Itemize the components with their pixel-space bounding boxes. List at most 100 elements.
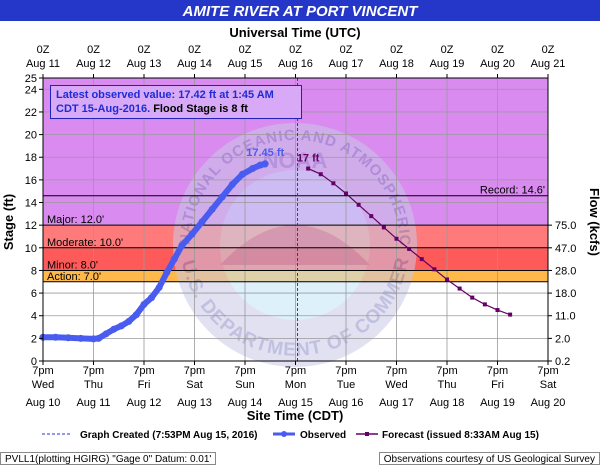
forecast-point [394, 236, 399, 241]
bottom-tick-day: Sun [235, 379, 255, 391]
observed-point [163, 269, 171, 277]
observed-point [132, 311, 140, 319]
forecast-point [482, 302, 487, 307]
forecast-point [318, 172, 323, 177]
top-tick-time: 0Z [340, 44, 353, 56]
top-tick-time: 0Z [390, 44, 403, 56]
footer-datum: PVLL1(plotting HGIRG) "Gage 0" Datum: 0.… [0, 452, 217, 465]
top-tick-time: 0Z [441, 44, 454, 56]
bottom-tick-day: Tue [337, 379, 356, 391]
observed-point [140, 300, 148, 308]
forecast-point [470, 295, 475, 300]
right-tick-label: 2.0 [555, 333, 570, 345]
footer-credit: Observations courtesy of US Geological S… [378, 452, 600, 465]
observed-point [188, 230, 196, 238]
y-tick-label: 20 [25, 130, 37, 142]
observed-point [90, 335, 97, 343]
bottom-axis-title: Site Time (CDT) [247, 408, 344, 423]
category-label-minor: Minor: 8.0' [47, 259, 98, 271]
bottom-tick-day: Wed [32, 379, 54, 391]
observed-point [110, 325, 118, 333]
y-tick-label: 22 [25, 107, 37, 119]
bottom-tick-date: Aug 18 [430, 397, 465, 409]
top-tick-date: Aug 11 [26, 58, 60, 70]
bottom-tick-day: Fri [138, 379, 151, 391]
top-tick-date: Aug 20 [480, 58, 515, 70]
forecast-point [495, 308, 500, 313]
forecast-point [432, 267, 437, 272]
bottom-tick-time: 7pm [32, 365, 53, 377]
observed-point [95, 334, 103, 342]
y-tick-label: 6 [31, 288, 37, 300]
category-label-record: Record: 14.6' [480, 185, 545, 197]
forecast-point [407, 246, 412, 251]
bottom-tick-date: Aug 15 [278, 397, 313, 409]
flood-category-lines: Record: 14.6' Major: 12.0' Moderate: 10.0'… [43, 78, 548, 361]
bottom-tick-date: Aug 11 [76, 397, 110, 409]
observed-point [208, 205, 216, 213]
y-tick-label: 8 [31, 265, 37, 277]
series: 17.45 ft 17 ft [39, 147, 513, 343]
observed-point [52, 333, 60, 341]
bottom-tick-day: Wed [385, 379, 407, 391]
top-tick-time: 0Z [87, 44, 100, 56]
y-tick-label: 14 [25, 198, 37, 210]
y-tick-label: 24 [25, 84, 37, 96]
observed-point [178, 242, 186, 250]
observed-point [77, 334, 85, 342]
right-tick-label: 75.0 [555, 220, 576, 232]
bottom-tick-day: Sat [186, 379, 203, 391]
chart-title: AMITE RIVER AT PORT VINCENT [182, 3, 420, 20]
title-bar [0, 0, 600, 21]
observed-point [170, 255, 178, 263]
bottom-tick-date: Aug 12 [127, 397, 162, 409]
bottom-tick-time: 7pm [83, 365, 104, 377]
y-tick-label: 2 [31, 333, 37, 345]
bottom-tick-time: 7pm [335, 365, 356, 377]
bottom-tick-date: Aug 17 [379, 397, 414, 409]
top-axis-title: Universal Time (UTC) [229, 25, 360, 40]
category-label-major: Major: 12.0' [47, 214, 104, 226]
top-tick-date: Aug 15 [228, 58, 263, 70]
legend-observed-marker [281, 431, 287, 437]
observed-peak-label: 17.45 ft [246, 147, 284, 159]
observed-point [64, 334, 72, 342]
bottom-tick-time: 7pm [487, 365, 508, 377]
right-tick-label: 47.0 [555, 243, 576, 255]
observed-point [249, 165, 257, 173]
forecast-point [419, 257, 424, 262]
top-tick-time: 0Z [138, 44, 151, 56]
bottom-tick-time: 7pm [133, 365, 154, 377]
observed-point [125, 317, 133, 325]
legend-forecast: Forecast (issued 8:33AM Aug 15) [382, 430, 539, 441]
bottom-tick-time: 7pm [436, 365, 457, 377]
observed-point [198, 218, 206, 226]
forecast-point [306, 166, 311, 171]
bottom-tick-time: 7pm [234, 365, 255, 377]
y-tick-label: 25 [25, 73, 37, 85]
observed-point [155, 283, 163, 291]
latest-observation-line1: Latest observed value: 17.42 ft at 1:45 … [56, 89, 274, 101]
right-tick-label: 0.2 [555, 356, 570, 368]
bottom-tick-time: 7pm [285, 365, 306, 377]
y-tick-label: 0 [31, 356, 37, 368]
top-tick-date: Aug 14 [177, 58, 212, 70]
observed-point [238, 170, 246, 178]
forecast-point [344, 191, 348, 196]
bottom-tick-date: Aug 20 [531, 397, 566, 409]
bottom-tick-date: Aug 10 [26, 397, 61, 409]
top-tick-time: 0Z [542, 44, 555, 56]
top-tick-date: Aug 13 [127, 58, 162, 70]
top-tick-time: 0Z [289, 44, 302, 56]
forecast-point [508, 312, 513, 317]
observed-point [148, 294, 156, 302]
y-tick-label: 16 [25, 175, 37, 187]
watermark-center-text: NOAA [263, 148, 328, 173]
forecast-point [381, 225, 386, 230]
bottom-tick-time: 7pm [184, 365, 205, 377]
top-tick-date: Aug 19 [430, 58, 465, 70]
forecast-point [369, 214, 374, 219]
flood-stage-note: Flood Stage is 8 ft [153, 103, 248, 115]
bottom-tick-date: Aug 16 [329, 397, 364, 409]
